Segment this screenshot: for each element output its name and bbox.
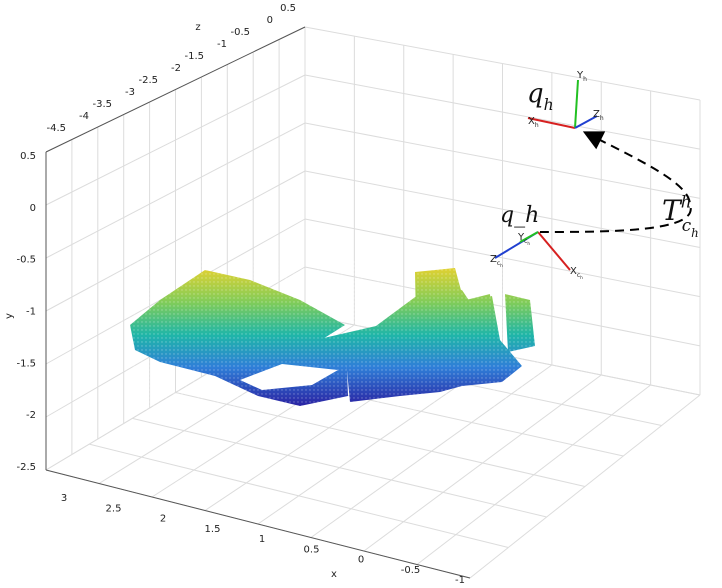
x-tick-label: 3 bbox=[61, 493, 67, 504]
grid-line bbox=[45, 170, 306, 312]
z-tick-label: -1.5 bbox=[184, 51, 204, 62]
z-tick-label: -1 bbox=[217, 39, 227, 50]
z-tick-label: -3.5 bbox=[92, 99, 112, 110]
grid-line bbox=[45, 122, 306, 259]
frame-axis-label-subsub: h bbox=[500, 263, 503, 268]
x-tick-label: 2.5 bbox=[106, 503, 122, 514]
frame-axis-label-base: Y bbox=[517, 232, 525, 243]
frame-axis-label: Yh bbox=[576, 70, 587, 83]
frame-axis-label-sub: h bbox=[583, 76, 587, 83]
frame-axis-label-sub: h bbox=[535, 122, 539, 129]
point-cloud bbox=[120, 260, 540, 410]
z-tick-label: 0.5 bbox=[280, 3, 296, 14]
grid-line bbox=[304, 170, 701, 248]
transform-label-base: T bbox=[662, 194, 683, 227]
x-tick-label: 0.5 bbox=[304, 544, 320, 555]
grid-line bbox=[304, 218, 701, 298]
z-tick-label: -0.5 bbox=[230, 27, 250, 38]
axis-line bbox=[45, 26, 306, 153]
grid-line bbox=[304, 122, 701, 199]
frame-axis-label-base: Z bbox=[490, 254, 497, 265]
grid-line bbox=[304, 26, 701, 101]
transform-label-subsub: h bbox=[691, 226, 699, 240]
frame-axis-label: Zch bbox=[490, 254, 503, 268]
z-axis-label: z bbox=[195, 22, 200, 33]
z-tick-label: 0 bbox=[267, 15, 273, 26]
y-tick-label: -0.5 bbox=[16, 255, 36, 266]
x-axis-label: x bbox=[331, 569, 337, 580]
x-tick-label: -1 bbox=[455, 575, 465, 586]
camera-frame bbox=[494, 231, 571, 271]
grid-line bbox=[45, 74, 306, 206]
grid-line bbox=[416, 384, 651, 565]
x-tick-label: 0 bbox=[358, 555, 364, 566]
y-tick-label: -1 bbox=[26, 307, 36, 318]
frame-axis-label-sub: c bbox=[524, 238, 527, 245]
transform-label: Th ch bbox=[662, 191, 699, 239]
y-tick-label: -2.5 bbox=[16, 462, 36, 473]
frame-axis-label-subsub: h bbox=[580, 275, 583, 280]
pose-label-sub: h bbox=[544, 96, 554, 114]
z-tick-label: -2 bbox=[171, 63, 181, 74]
frame-axis-label-base: Z bbox=[593, 109, 600, 120]
y-tick-label: -2 bbox=[26, 410, 36, 421]
head-frame bbox=[527, 79, 598, 129]
frame-axis-label-sub: c bbox=[497, 260, 500, 267]
y-tick-label: -1.5 bbox=[16, 358, 36, 369]
transform-arrow bbox=[539, 131, 692, 233]
axis-line bbox=[45, 469, 471, 579]
grid-line bbox=[469, 394, 701, 579]
frame-axis-label-sub: h bbox=[600, 115, 604, 122]
z-tick-label: -4 bbox=[79, 111, 89, 122]
frame-axis-label-base: X bbox=[570, 266, 577, 277]
frame-axis-label: Ych bbox=[517, 232, 530, 246]
x-tick-label: 2 bbox=[160, 514, 166, 525]
x-tick-label: -0.5 bbox=[401, 565, 421, 576]
transform-label-sup: h bbox=[681, 191, 692, 211]
frame-axis-label: Xh bbox=[528, 116, 539, 129]
frame-axis-label-base: Y bbox=[576, 70, 584, 81]
z-tick-label: -2.5 bbox=[138, 75, 158, 86]
frame-axis-label: Zh bbox=[593, 109, 604, 122]
axis-ticks: -4.5-4-3.5-3-2.5-2-1.5-1-0.500.50.50-0.5… bbox=[16, 3, 465, 586]
grid-line bbox=[304, 74, 701, 150]
camera-pose-label: q_h bbox=[500, 203, 539, 228]
frame-axis-label: Xch bbox=[570, 266, 583, 280]
z-tick-label: -4.5 bbox=[46, 123, 66, 134]
y-tick-label: 0 bbox=[30, 203, 36, 214]
transform-label-sub: c bbox=[682, 215, 692, 235]
grid-line bbox=[363, 374, 602, 552]
x-tick-label: 1.5 bbox=[205, 524, 221, 535]
frame-axis-label-subsub: h bbox=[527, 241, 530, 246]
z-tick-label: -3 bbox=[125, 87, 135, 98]
frame-axis-label-sub: c bbox=[577, 272, 580, 279]
frame-axis-label-base: X bbox=[528, 116, 535, 127]
x-tick-label: 1 bbox=[259, 534, 265, 545]
y-axis-label: y bbox=[4, 313, 15, 319]
pose-label: qh bbox=[527, 79, 554, 114]
pose-label-base: q bbox=[527, 79, 544, 109]
y-tick-label: 0.5 bbox=[20, 151, 36, 162]
